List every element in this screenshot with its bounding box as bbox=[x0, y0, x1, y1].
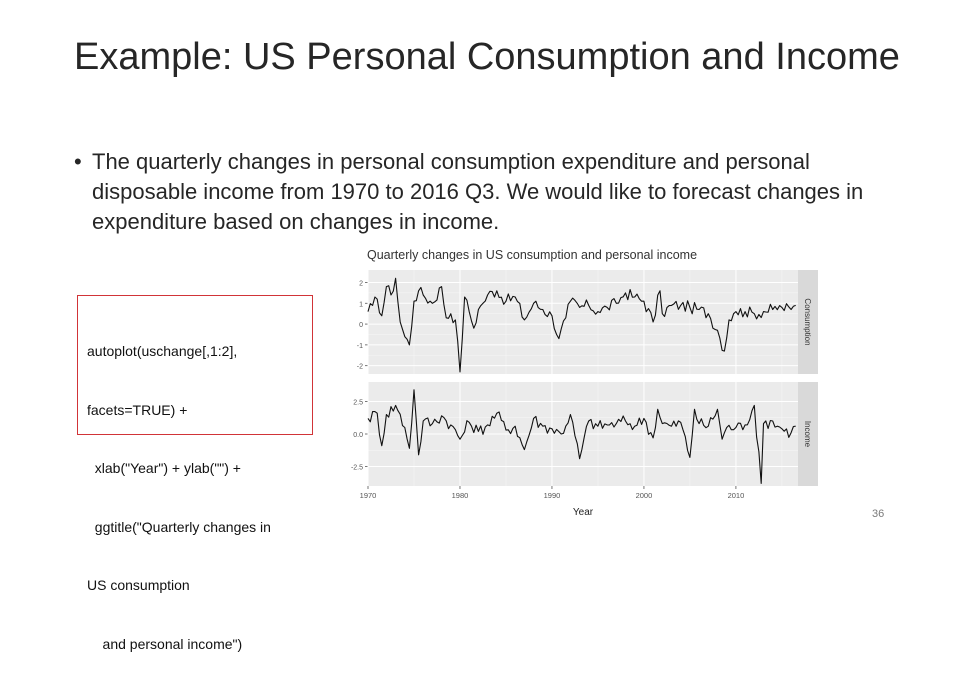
x-tick-label: 2000 bbox=[636, 491, 653, 500]
code-line: xlab("Year") + ylab("") + bbox=[87, 460, 241, 476]
page-number: 36 bbox=[872, 508, 885, 520]
faceted-line-chart: -2 -1 0 1 2 Consumption -2.5 0.0 2.5 Income 1970 19… bbox=[351, 270, 818, 518]
code-line: US consumption bbox=[87, 577, 190, 593]
y-tick-label: 2 bbox=[359, 280, 363, 287]
facet-strip bbox=[798, 270, 818, 374]
y-tick-label: 1 bbox=[359, 301, 363, 308]
facet-strip bbox=[798, 382, 818, 486]
code-line: autoplot(uschange[,1:2], bbox=[87, 343, 238, 359]
x-tick-label: 1980 bbox=[452, 491, 469, 500]
y-tick-label: -1 bbox=[357, 343, 363, 350]
x-tick-label: 1970 bbox=[360, 491, 377, 500]
facet-strip-label: Income bbox=[803, 421, 812, 448]
y-tick-label: 0 bbox=[359, 322, 363, 329]
slide-title: Example: US Personal Consumption and Inc… bbox=[74, 36, 900, 78]
chart-title: Quarterly changes in US consumption and … bbox=[367, 248, 698, 262]
code-line: facets=TRUE) + bbox=[87, 401, 188, 418]
series-line bbox=[367, 277, 796, 373]
x-axis-label: Year bbox=[573, 507, 594, 518]
x-tick-label: 2010 bbox=[728, 491, 745, 500]
y-tick-label: -2.5 bbox=[351, 465, 363, 472]
bullet-point: • The quarterly changes in personal cons… bbox=[74, 147, 904, 237]
bullet-icon: • bbox=[74, 149, 82, 174]
code-line: ggtitle("Quarterly changes in bbox=[87, 518, 271, 535]
y-tick-label: -2 bbox=[357, 364, 363, 371]
x-tick-label: 1990 bbox=[544, 491, 561, 500]
y-tick-label: 0.0 bbox=[353, 432, 363, 439]
series-line bbox=[367, 389, 796, 484]
code-box: autoplot(uschange[,1:2], facets=TRUE) + … bbox=[77, 295, 313, 652]
panel-background bbox=[368, 270, 798, 374]
y-tick-label: 2.5 bbox=[353, 400, 363, 407]
facet-strip-label: Consumption bbox=[803, 298, 812, 345]
bullet-text: The quarterly changes in personal consum… bbox=[92, 149, 864, 234]
code-line: and personal income") bbox=[87, 635, 243, 652]
